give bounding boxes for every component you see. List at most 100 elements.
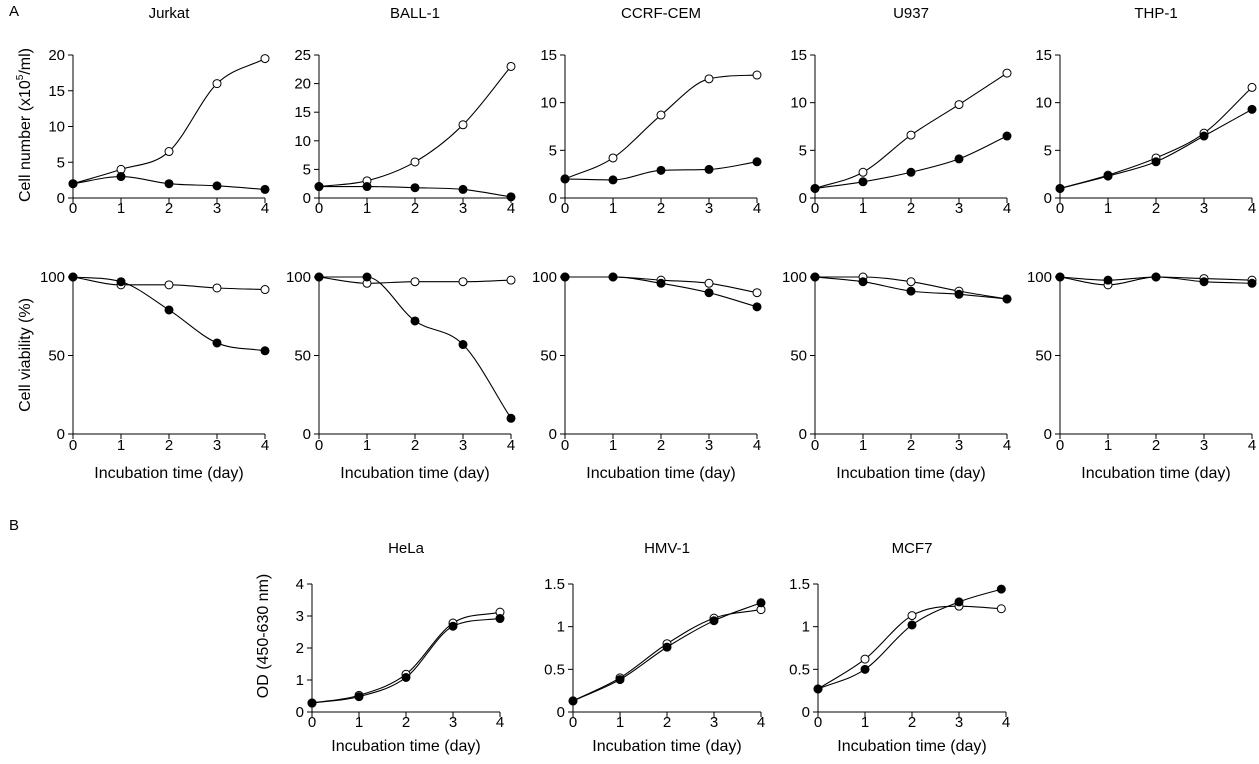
x-axis-label: Incubation time (day) — [1081, 465, 1230, 482]
chart-1: 0 1 2 3 4 0 5 10 15 20 25 BALL-1 — [294, 5, 516, 217]
data-point-open — [860, 654, 870, 664]
chart-5: 0 1 2 3 4 0 50 100 Incubation time (day) — [40, 269, 270, 482]
chart-title: HeLa — [388, 540, 425, 557]
data-point-open — [858, 167, 868, 177]
x-tick-label: 0 — [561, 200, 569, 217]
ylabel-cell-viability: Cell viability (%) — [17, 298, 34, 412]
x-tick-label: 2 — [1152, 200, 1160, 217]
y-tick-label: 15 — [790, 47, 807, 64]
series-line-open — [1059, 87, 1253, 189]
y-tick-label: 15 — [48, 83, 65, 100]
data-point-filled — [907, 620, 917, 630]
x-tick-label: 2 — [411, 200, 419, 217]
data-point-open — [1002, 68, 1012, 78]
chart-title: CCRF-CEM — [621, 5, 701, 22]
x-tick-label: 3 — [213, 200, 221, 217]
data-point-open — [954, 100, 964, 110]
x-tick-label: 3 — [213, 437, 221, 454]
data-point-open — [996, 604, 1006, 614]
data-point-filled — [608, 175, 618, 185]
y-tick-label: 100 — [532, 269, 557, 286]
x-axis-label: Incubation time (day) — [340, 465, 489, 482]
chart-8: 0 1 2 3 4 0 50 100 Incubation time (day) — [782, 269, 1012, 482]
x-tick-label: 1 — [117, 437, 125, 454]
series-line-open — [318, 66, 512, 188]
x-tick-label: 1 — [363, 437, 371, 454]
y-tick-label: 3 — [296, 608, 304, 625]
data-point-filled — [906, 167, 916, 177]
x-tick-label: 1 — [117, 200, 125, 217]
series-line-open — [311, 611, 501, 704]
data-point-filled — [560, 174, 570, 184]
data-point-filled — [615, 675, 625, 685]
ylabel-od: OD (450-630 nm) — [255, 574, 272, 699]
data-point-open — [752, 288, 762, 298]
data-point-filled — [410, 183, 420, 193]
y-tick-label: 10 — [540, 95, 557, 112]
y-tick-label: 10 — [294, 133, 311, 150]
data-point-filled — [164, 305, 174, 315]
data-point-filled — [164, 179, 174, 189]
data-point-open — [212, 283, 222, 293]
x-tick-label: 3 — [710, 714, 718, 731]
x-tick-label: 0 — [811, 437, 819, 454]
data-point-filled — [506, 192, 516, 202]
panel-label-a: A — [9, 3, 20, 20]
data-point-filled — [401, 672, 411, 682]
y-tick-label: 0 — [557, 704, 565, 721]
data-point-filled — [314, 182, 324, 192]
x-tick-label: 2 — [165, 200, 173, 217]
data-point-filled — [1055, 272, 1065, 282]
y-tick-label: 10 — [1035, 95, 1052, 112]
chart-title: HMV-1 — [644, 540, 690, 557]
y-tick-label: 0 — [57, 190, 65, 207]
data-point-filled — [954, 289, 964, 299]
y-tick-label: 0 — [303, 190, 311, 207]
y-tick-label: 5 — [799, 142, 807, 159]
data-point-filled — [662, 642, 672, 652]
x-tick-label: 0 — [1056, 200, 1064, 217]
x-tick-label: 4 — [507, 437, 515, 454]
data-point-open — [260, 285, 270, 295]
series-line-open — [572, 609, 762, 702]
data-point-open — [506, 275, 516, 285]
x-tick-label: 4 — [507, 200, 515, 217]
data-point-filled — [116, 172, 126, 182]
data-point-open — [906, 130, 916, 140]
x-tick-label: 1 — [859, 200, 867, 217]
data-point-open — [906, 277, 916, 287]
x-tick-label: 3 — [1200, 200, 1208, 217]
x-tick-label: 1 — [859, 437, 867, 454]
series-line-filled — [572, 602, 762, 702]
data-point-filled — [954, 597, 964, 607]
y-tick-label: 5 — [549, 142, 557, 159]
data-point-filled — [1247, 104, 1257, 114]
data-point-open — [458, 277, 468, 287]
data-point-filled — [813, 684, 823, 694]
x-tick-label: 4 — [1248, 200, 1256, 217]
chart-11: 0 1 2 3 4 0 0.5 1 1.5 HMV-1 Incubation time (day) — [544, 540, 766, 755]
data-point-filled — [709, 616, 719, 626]
data-point-filled — [704, 288, 714, 298]
y-tick-label: 0.5 — [789, 661, 810, 678]
data-point-filled — [506, 413, 516, 423]
y-tick-label: 0.5 — [544, 661, 565, 678]
x-tick-label: 1 — [609, 437, 617, 454]
data-point-filled — [1055, 183, 1065, 193]
data-point-filled — [260, 184, 270, 194]
y-tick-label: 0 — [549, 426, 557, 443]
data-point-filled — [260, 346, 270, 356]
y-tick-label: 10 — [790, 95, 807, 112]
y-tick-label: 50 — [1035, 348, 1052, 365]
data-point-open — [164, 280, 174, 290]
x-tick-label: 0 — [315, 200, 323, 217]
data-point-open — [704, 278, 714, 288]
data-point-filled — [362, 182, 372, 192]
x-tick-label: 1 — [616, 714, 624, 731]
data-point-filled — [954, 154, 964, 164]
x-tick-label: 4 — [753, 437, 761, 454]
y-tick-label: 2 — [296, 640, 304, 657]
x-tick-label: 0 — [561, 437, 569, 454]
data-point-open — [458, 120, 468, 130]
